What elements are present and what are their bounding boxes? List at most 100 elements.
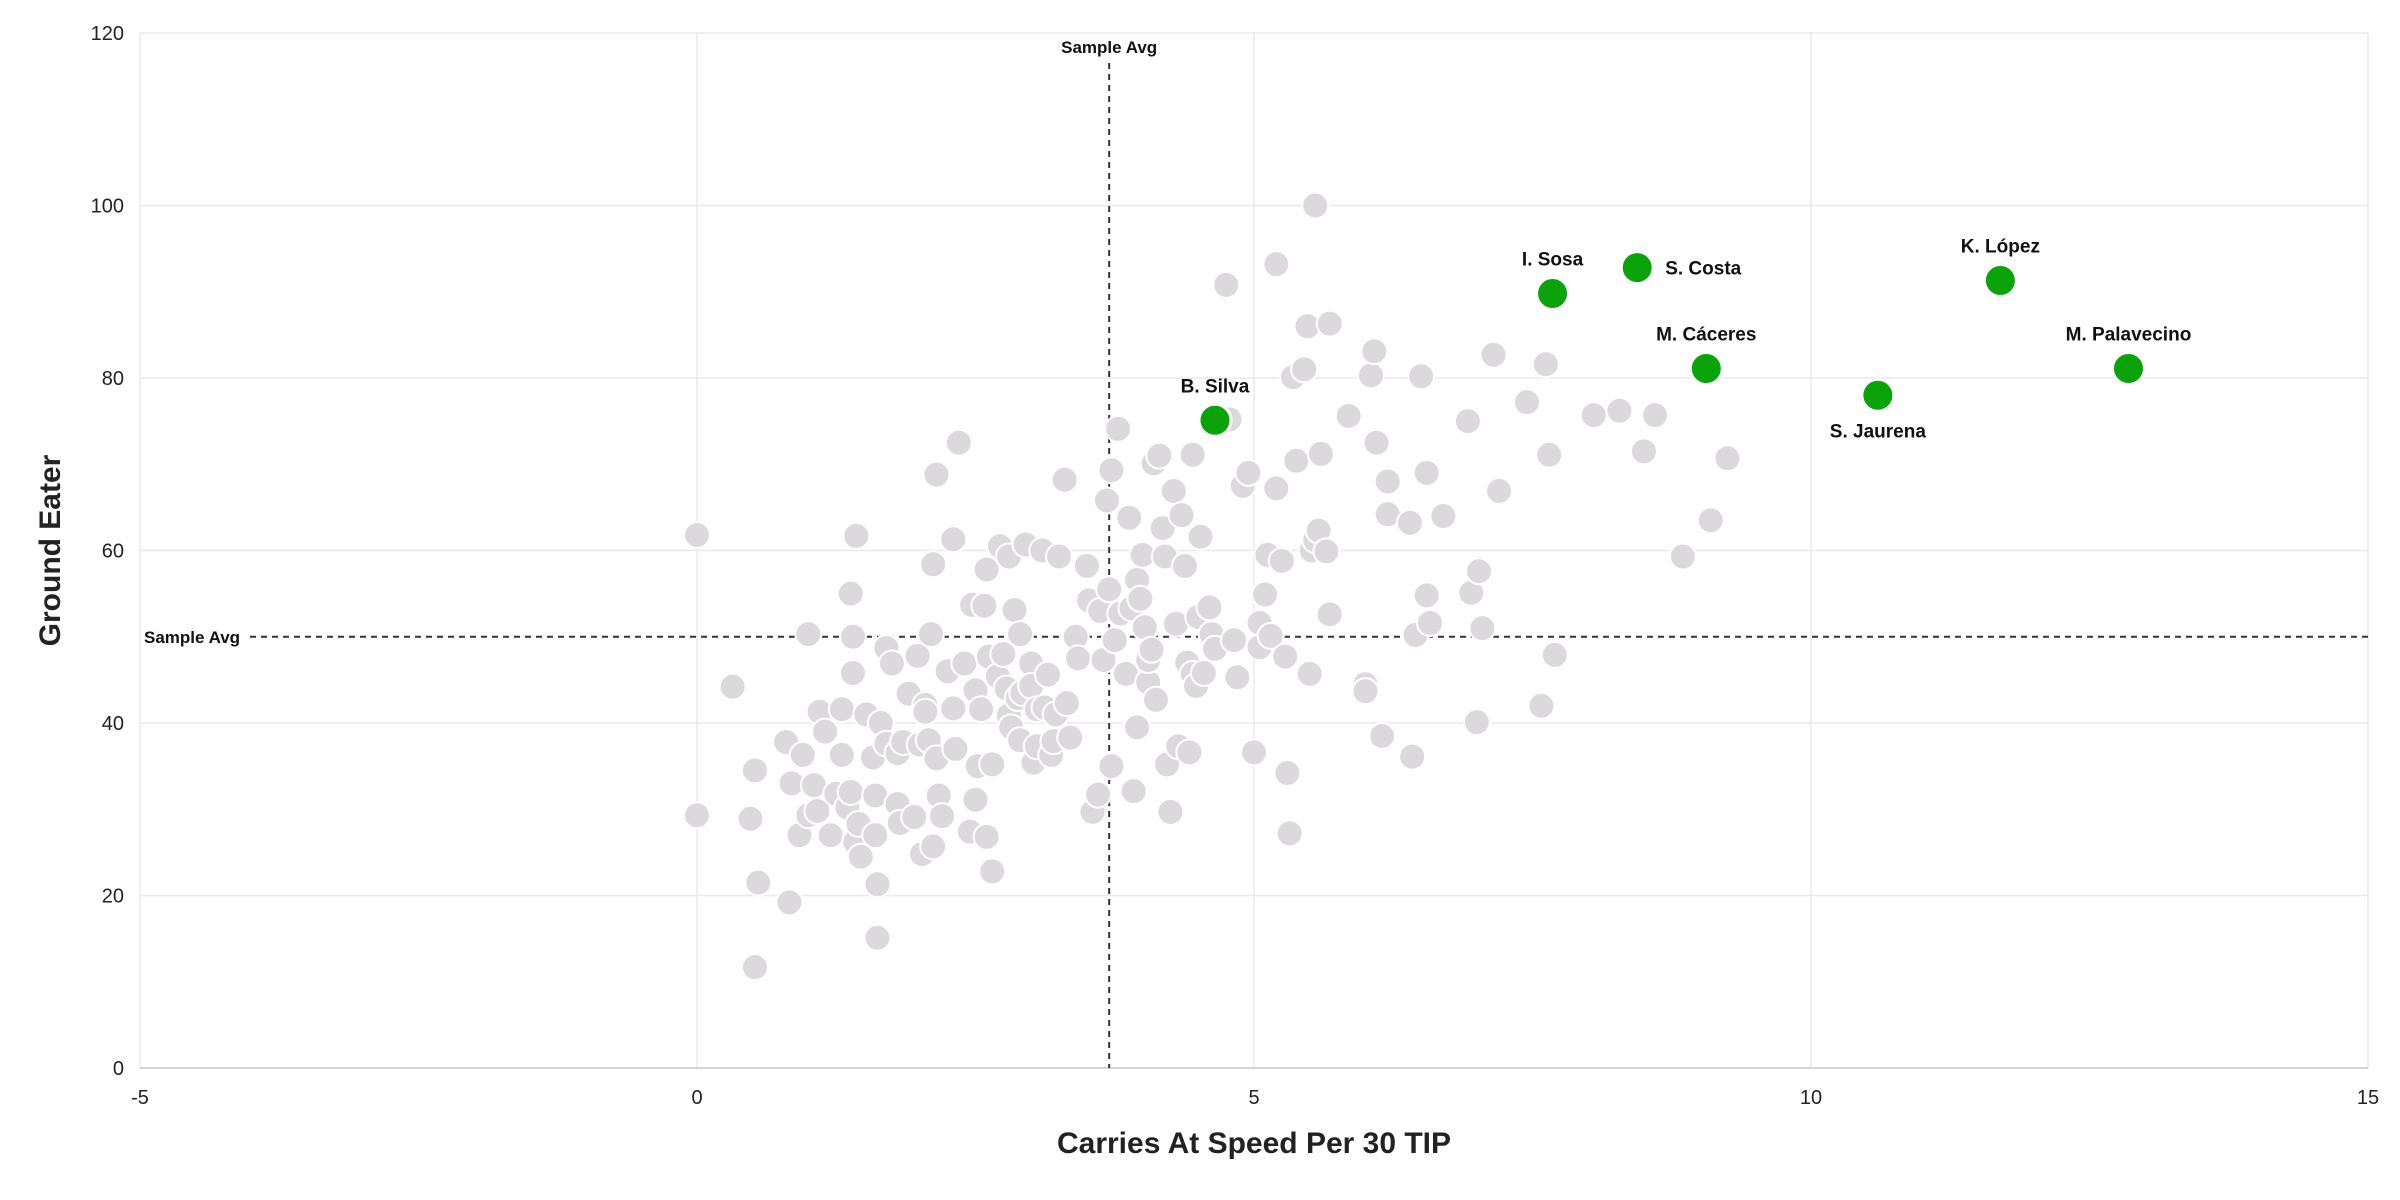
scatter-point (775, 888, 804, 917)
scatter-point (1531, 350, 1560, 379)
scatter-point (970, 591, 999, 620)
point-label: K. López (1961, 237, 2040, 258)
scatter-point (744, 868, 773, 897)
scatter-point (1267, 546, 1296, 575)
scatter-point (1290, 355, 1319, 384)
scatter-point (1195, 593, 1224, 622)
scatter-point (916, 620, 945, 649)
scatter-point (1579, 401, 1608, 430)
scatter-point (900, 803, 929, 832)
scatter-point (1175, 738, 1204, 767)
scatter-point (827, 740, 856, 769)
scatter-point (1045, 542, 1074, 571)
scatter-point (836, 579, 865, 608)
scatter-point (683, 520, 711, 549)
scatter-point (836, 778, 865, 806)
y-tick-labels: 0 20 40 60 80 100 120 (91, 23, 124, 1080)
scatter-point (1713, 444, 1742, 473)
scatter-point (1429, 502, 1458, 530)
scatter-point (1395, 508, 1424, 537)
scatter-point (1468, 614, 1497, 643)
scatter-point (1465, 557, 1494, 586)
scatter-point (1485, 476, 1514, 505)
scatter-point (1360, 337, 1389, 366)
scatter-point (1104, 414, 1133, 443)
scatter-point (922, 460, 951, 489)
y-tick-label: 120 (91, 23, 124, 45)
scatter-point (1167, 501, 1196, 530)
scatter-point (1186, 522, 1215, 551)
y-tick-label: 60 (102, 541, 124, 563)
scatter-point (967, 695, 996, 724)
highlighted-point (1535, 275, 1571, 311)
scatter-point (1148, 514, 1177, 543)
scatter-point (877, 649, 906, 678)
scatter-point (1416, 608, 1445, 637)
scatter-point (978, 750, 1007, 779)
scatter-point (989, 640, 1018, 668)
scatter-point (1095, 575, 1124, 604)
scatter-point (1119, 777, 1148, 806)
scatter-point (939, 694, 968, 723)
y-tick-label: 80 (102, 368, 124, 390)
scatter-point (861, 821, 890, 850)
y-tick-label: 40 (102, 713, 124, 735)
scatter-point (740, 756, 769, 785)
scatter-point (1137, 635, 1166, 664)
scatter-point (1056, 723, 1085, 752)
x-tick-labels: -5 0 5 10 15 (131, 1087, 2379, 1109)
scatter-point (1301, 191, 1330, 220)
scatter-point (911, 697, 940, 726)
highlighted-points: B. Silva I. Sosa S. Costa M. Cáceres S. Jaur… (1181, 237, 2192, 443)
scatter-point (1178, 440, 1207, 469)
scatter-point (788, 740, 817, 769)
scatter-point (811, 717, 840, 746)
scatter-point (846, 842, 875, 871)
scatter-point (1398, 742, 1427, 771)
scatter-point (1368, 721, 1397, 750)
scatter-point (1282, 446, 1311, 475)
point-label: M. Cáceres (1656, 325, 1756, 346)
scatter-point (1315, 600, 1344, 629)
scatter-point (1189, 658, 1218, 687)
reference-lines: Sample Avg Sample Avg (144, 38, 2368, 1068)
y-tick-label: 0 (113, 1058, 124, 1080)
scatter-point (1033, 660, 1062, 689)
scatter-point (972, 555, 1001, 584)
scatter-point (1052, 689, 1081, 718)
scatter-point (919, 550, 948, 579)
scatter-point (1141, 685, 1170, 714)
scatter-point (1240, 738, 1268, 767)
scatter-point (1527, 691, 1556, 720)
scatter-point (740, 953, 769, 982)
highlighted-point (1619, 250, 1655, 286)
x-sample-avg-label: Sample Avg (1061, 38, 1157, 57)
scatter-point (1072, 552, 1101, 581)
scatter-point (1092, 486, 1121, 515)
scatter-point (1170, 552, 1199, 581)
scatter-point (803, 796, 832, 825)
scatter-point (1097, 752, 1126, 781)
scatter-point (1234, 458, 1263, 487)
highlighted-point (1982, 263, 2018, 299)
scatter-point (863, 870, 892, 899)
y-sample-avg-label: Sample Avg (144, 628, 240, 647)
scatter-point (1334, 401, 1363, 430)
scatter-point (1251, 580, 1280, 609)
scatter-point (928, 802, 957, 831)
grid-lines (139, 32, 2369, 1069)
scatter-point (1295, 659, 1324, 688)
scatter-point (903, 641, 932, 670)
scatter-point (1512, 388, 1541, 417)
scatter-point (1540, 640, 1569, 669)
scatter-point (1100, 626, 1129, 655)
scatter-point (978, 857, 1007, 886)
scatter-point (1159, 476, 1188, 505)
scatter-point (1271, 642, 1300, 671)
scatter-point (1641, 401, 1670, 430)
scatter-point (827, 695, 856, 724)
scatter-point (919, 832, 948, 861)
scatter-point (1219, 626, 1248, 655)
